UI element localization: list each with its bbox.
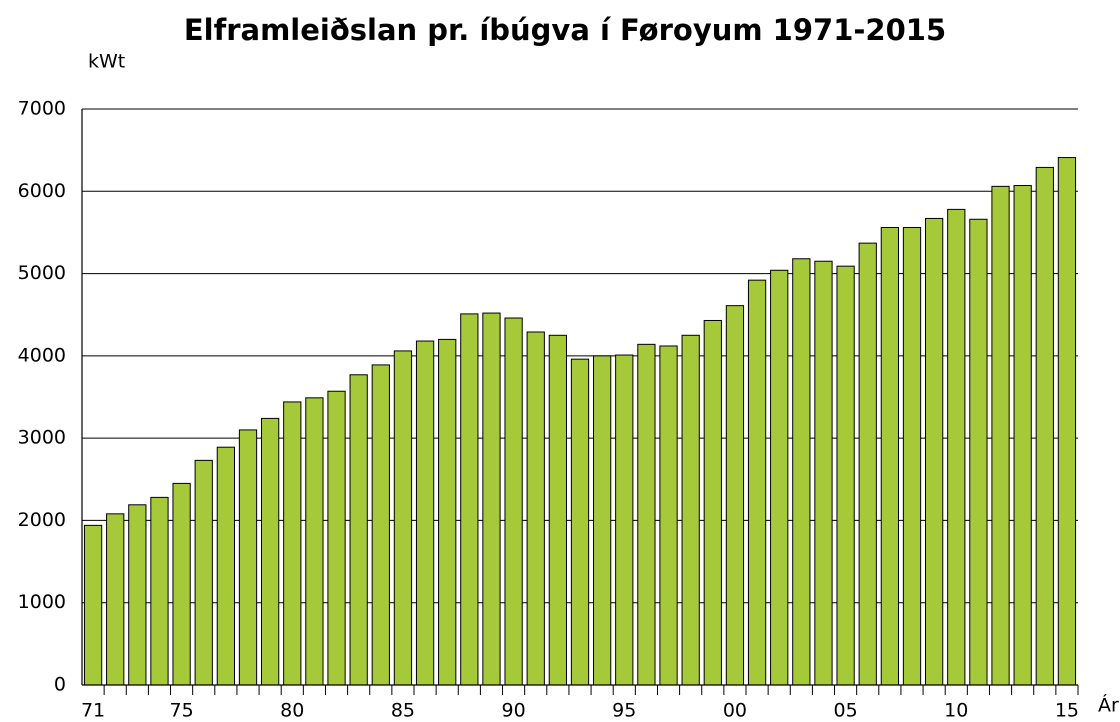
- bar: [305, 397, 324, 686]
- bar: [925, 217, 944, 686]
- bar: [83, 524, 103, 686]
- bar: [725, 305, 745, 686]
- bar: [238, 429, 258, 686]
- bar: [504, 317, 523, 686]
- y-tick-label: 3000: [18, 427, 66, 449]
- x-tick-label: 10: [944, 700, 968, 722]
- bar: [194, 459, 213, 686]
- x-tick-label: 90: [502, 700, 526, 722]
- y-axis-label: kWt: [88, 51, 125, 73]
- bar: [438, 338, 457, 686]
- x-axis-label: Ár: [1098, 694, 1119, 717]
- y-tick-label: 2000: [18, 509, 66, 531]
- bar: [858, 242, 877, 686]
- bar: [327, 390, 346, 686]
- x-tick-label: 05: [834, 700, 858, 722]
- bar: [969, 218, 988, 686]
- bar: [261, 417, 280, 686]
- bar: [415, 340, 435, 686]
- bar: [371, 364, 390, 686]
- chart-title: Elframleiðslan pr. íbúgva í Føroyum 1971…: [184, 13, 946, 47]
- bar: [814, 260, 833, 686]
- bar: [1035, 166, 1054, 686]
- x-tick-label: 95: [612, 700, 636, 722]
- x-tick-label: 15: [1055, 700, 1079, 722]
- bar: [637, 343, 656, 686]
- bar: [792, 258, 811, 686]
- bar: [593, 355, 612, 686]
- bar: [1013, 185, 1032, 686]
- bar: [880, 226, 899, 686]
- bar: [747, 279, 767, 686]
- bar: [836, 265, 855, 686]
- bar: [106, 513, 125, 686]
- bar: [172, 482, 191, 686]
- bar: [128, 504, 147, 686]
- bar: [703, 319, 722, 686]
- bar: [393, 350, 413, 686]
- x-tick-label: 00: [723, 700, 747, 722]
- bar: [526, 331, 545, 686]
- bar: [150, 496, 169, 686]
- bar: [216, 446, 235, 686]
- bar: [991, 185, 1010, 686]
- x-tick-label: 85: [391, 700, 415, 722]
- bar: [770, 269, 789, 686]
- bar: [548, 334, 567, 686]
- bar: [615, 354, 634, 686]
- bar: [902, 226, 922, 686]
- bar: [460, 313, 479, 686]
- y-tick-label: 7000: [18, 98, 66, 120]
- y-tick-label: 1000: [18, 591, 66, 613]
- bar: [349, 374, 368, 686]
- bar: [283, 401, 302, 686]
- y-tick-label: 0: [54, 674, 66, 696]
- y-tick-label: 5000: [18, 262, 66, 284]
- x-tick-label: 71: [81, 700, 105, 722]
- bar: [482, 312, 501, 686]
- x-tick-label: 80: [280, 700, 304, 722]
- x-tick-label: 75: [170, 700, 194, 722]
- bar: [570, 358, 590, 686]
- bar: [947, 208, 966, 686]
- y-tick-label: 4000: [18, 344, 66, 366]
- bar: [681, 334, 700, 686]
- y-tick-label: 6000: [18, 180, 66, 202]
- bar: [659, 345, 678, 686]
- bar: [1057, 157, 1077, 686]
